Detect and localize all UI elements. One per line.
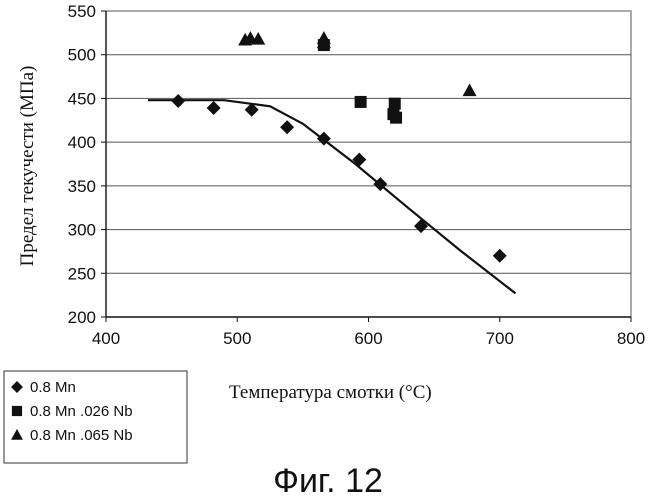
y-tick-label: 300 <box>68 221 96 240</box>
x-tick-label: 700 <box>486 329 514 348</box>
y-tick-label: 350 <box>68 177 96 196</box>
y-tick-label: 400 <box>68 133 96 152</box>
legend-label: 0.8 Mn .026 Nb <box>30 403 133 420</box>
data-point-square <box>389 98 401 110</box>
x-tick-label: 800 <box>617 329 645 348</box>
x-tick-label: 500 <box>223 329 251 348</box>
x-tick-label: 600 <box>354 329 382 348</box>
legend-label: 0.8 Mn .065 Nb <box>30 427 133 444</box>
legend-marker-triangle <box>11 429 23 440</box>
data-point-square <box>355 96 367 108</box>
x-axis-title: Температура смотки (°C) <box>229 382 432 403</box>
y-tick-label: 250 <box>68 264 96 283</box>
figure-caption: Фиг. 12 <box>273 462 383 500</box>
plot-area <box>106 11 631 317</box>
y-tick-labels: 200 250 300 350 400 450 500 550 <box>68 2 106 327</box>
legend-marker-diamond <box>11 381 23 393</box>
y-tick-label: 500 <box>68 46 96 65</box>
data-point-square <box>390 112 402 124</box>
legend-label: 0.8 Mn <box>30 379 76 396</box>
y-tick-label: 550 <box>68 2 96 21</box>
y-tick-label: 200 <box>68 308 96 327</box>
figure: 200 250 300 350 400 450 500 550 400 500 600 700 800… <box>0 0 656 500</box>
legend-items: 0.8 Mn 0.8 Mn .026 Nb 0.8 Mn .065 Nb <box>11 379 133 444</box>
x-tick-labels: 400 500 600 700 800 <box>92 317 645 348</box>
y-tick-label: 450 <box>68 89 96 108</box>
legend-marker-square <box>12 406 22 416</box>
y-axis-title: Предел текучести (МПа) <box>17 66 38 267</box>
x-tick-label: 400 <box>92 329 120 348</box>
